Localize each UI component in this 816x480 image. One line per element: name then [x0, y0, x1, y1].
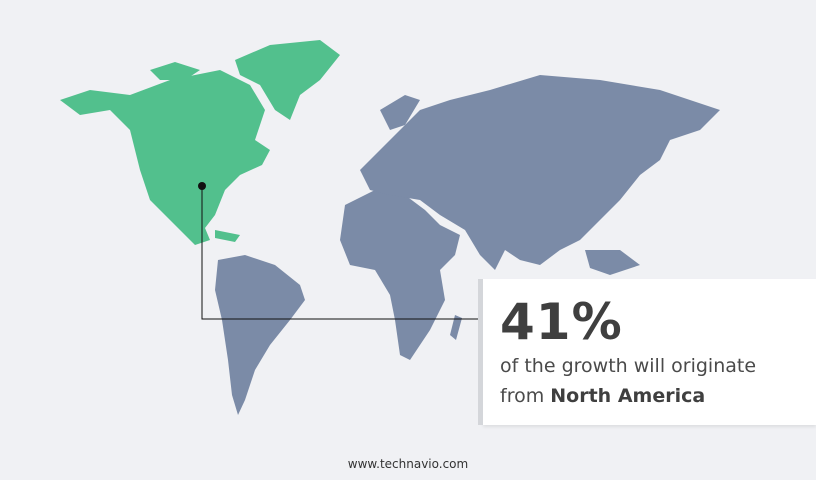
callout-text: of the growth will originate	[500, 355, 757, 377]
connector-line	[198, 182, 484, 320]
website-footer: www.technavio.com	[347, 457, 469, 471]
region-name: North America	[550, 385, 706, 407]
callout-card: 41% of the growth will originate from No…	[483, 279, 816, 425]
growth-percent: 41%	[500, 293, 623, 351]
callout-region-line: from North America	[500, 385, 705, 407]
north-america-region	[60, 40, 340, 245]
callout-prefix: from	[500, 385, 545, 407]
